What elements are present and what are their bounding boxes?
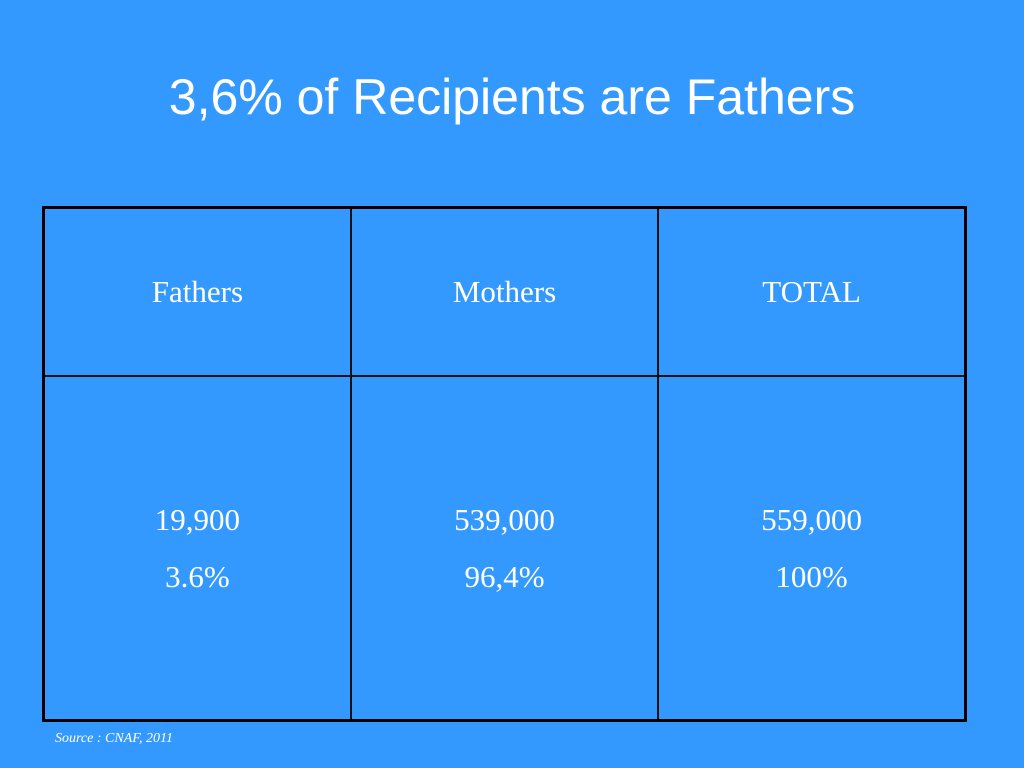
fathers-count: 19,900 [154,502,241,537]
mothers-count: 539,000 [454,502,555,537]
value-cell-total: 559,000 100% [657,375,968,722]
mothers-percent: 96,4% [464,559,545,594]
fathers-percent: 3.6% [165,559,230,594]
source-note: Source : CNAF, 2011 [55,731,173,746]
header-cell-total: TOTAL [657,206,968,377]
total-percent: 100% [775,559,848,594]
total-count: 559,000 [761,502,862,537]
table-header-row: Fathers Mothers TOTAL [41,206,968,377]
header-cell-fathers: Fathers [41,206,352,377]
header-cell-mothers: Mothers [349,206,660,377]
value-cell-fathers: 19,900 3.6% [41,375,352,722]
value-cell-mothers: 539,000 96,4% [349,375,660,722]
table-row: 19,900 3.6% 539,000 96,4% 559,000 100% [41,375,968,722]
recipients-table: Fathers Mothers TOTAL 19,900 3.6% 539,00… [41,206,968,722]
slide-title: 3,6% of Recipients are Fathers [168,69,856,125]
